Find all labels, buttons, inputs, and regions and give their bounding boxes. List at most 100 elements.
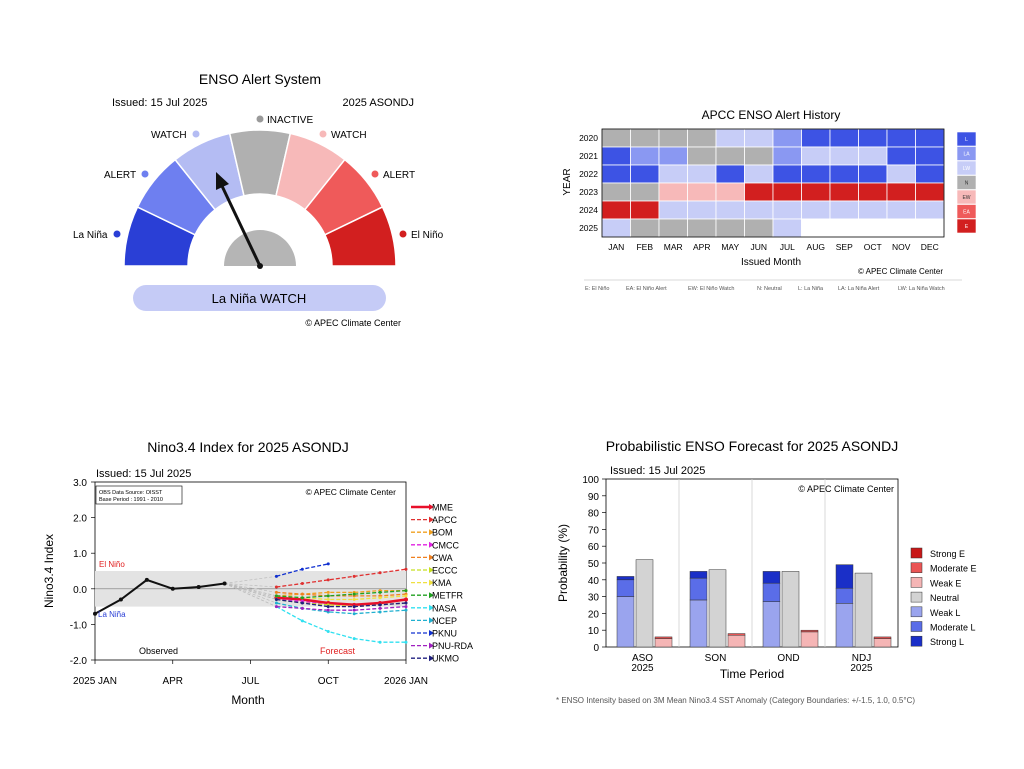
year-label: 2023 (579, 187, 598, 197)
history-cell (601, 146, 631, 166)
prob-legend: Strong E Moderate E Weak E Neutral Weak L Mod… (910, 547, 977, 647)
series-point (300, 567, 304, 571)
bar-la-nina-strong (835, 564, 854, 589)
bar-el-nino-moderate (800, 629, 819, 633)
series-line-apcc (276, 568, 407, 588)
prob-footnote: * ENSO Intensity based on 3M Mean Nino3.… (556, 696, 915, 705)
history-cell (772, 128, 802, 148)
history-legend-label: E (965, 224, 969, 230)
bar-neutral (708, 569, 727, 648)
gauge-issued: Issued: 15 Jul 2025 (112, 97, 207, 109)
history-cell (687, 218, 717, 238)
nino-legend-label: PKNU (432, 629, 457, 639)
series-line-nasa (276, 606, 406, 643)
history-cell (915, 128, 945, 148)
bar-la-nina-strong (616, 576, 635, 581)
nino-info-box (95, 485, 183, 505)
nino-ytick-label: 1.0 (73, 549, 87, 560)
gauge-hub (224, 230, 296, 266)
nino-legend-arrow (429, 655, 434, 662)
watch-right-dot (319, 130, 327, 138)
history-cell (772, 146, 802, 166)
history-cell (744, 128, 774, 148)
series-point (326, 597, 330, 601)
nino-xtick-label: OCT (318, 676, 339, 687)
prob-legend-swatch (910, 577, 923, 588)
series-point (352, 605, 356, 609)
prob-ytick-label: 100 (582, 475, 599, 486)
history-legend-swatch (956, 189, 977, 205)
nino-legend-label: METFR (432, 591, 463, 601)
prob-category-year: 2025 (631, 663, 654, 674)
series-point (404, 594, 408, 598)
nino-legend-arrow (429, 529, 434, 536)
bar-neutral (781, 571, 800, 648)
history-cell (801, 128, 831, 148)
history-cell (915, 200, 945, 220)
el-nino-zone-label: El Niño (99, 560, 125, 569)
history-legend-label: EA (963, 210, 970, 216)
forecast-fan (224, 575, 277, 607)
year-label: 2025 (579, 223, 598, 233)
history-grid (601, 128, 945, 238)
nino-x-ticks: 2025 JAN APR JUL OCT 2026 JAN (73, 660, 428, 687)
series-point (352, 597, 356, 601)
nino-ytick-label: -2.0 (70, 656, 88, 667)
series-point (274, 601, 278, 605)
nino-legend-arrow (429, 617, 434, 624)
history-footnote-item: EW: El Niño Watch (688, 286, 734, 292)
observed-point (196, 585, 201, 590)
history-cell (715, 164, 745, 184)
history-cell (744, 182, 774, 202)
bar-neutral (854, 572, 873, 648)
prob-ytick-label: 60 (588, 542, 600, 553)
bar-la-nina-moderate (762, 582, 781, 602)
prob-ytick-label: 70 (588, 525, 600, 536)
year-label: 2021 (579, 151, 598, 161)
observed-point (222, 581, 227, 586)
prob-ytick-label: 40 (588, 576, 600, 587)
history-cell (829, 200, 859, 220)
nino-legend-label: ECCC (432, 566, 458, 576)
series-line-ncep (276, 602, 407, 615)
history-xlabel: Issued Month (741, 257, 801, 268)
history-cell (630, 164, 660, 184)
la-nina-zone-label: La Niña (98, 610, 126, 619)
bar-el-nino-moderate (654, 636, 673, 639)
forecast-label: Forecast (320, 646, 356, 656)
history-cell (858, 164, 888, 184)
series-point (378, 590, 382, 594)
nino-series (274, 562, 408, 644)
history-cell (915, 182, 945, 202)
el-nino-dot (399, 230, 407, 238)
nino-legend-arrow (429, 541, 434, 548)
history-cell (601, 128, 631, 148)
observed-label: Observed (139, 646, 178, 656)
forecast-connector (224, 583, 277, 600)
bar-la-nina-moderate (689, 577, 708, 601)
history-cell (801, 182, 831, 202)
la-nina-dot (113, 230, 121, 238)
history-year-labels: 2020 2021 2022 2023 2024 2025 (579, 133, 598, 233)
history-cell (829, 218, 859, 238)
history-panel: APCC ENSO Alert History YEAR 20202021202… (562, 108, 977, 292)
series-line-mme (276, 596, 407, 607)
series-point (274, 574, 278, 578)
history-footnote-item: EA: El Niño Alert (626, 286, 667, 292)
forecast-connector (224, 583, 277, 604)
history-cell (744, 164, 774, 184)
prob-category-label: ASO (632, 653, 653, 664)
label-alert-right: ALERT (383, 170, 415, 181)
prob-legend-swatch (910, 635, 923, 647)
bar-la-nina-weak (835, 603, 854, 648)
history-legend: L LA LW N EW EA E (956, 131, 977, 234)
prob-category-label: NDJ (852, 653, 871, 664)
prob-category-year: 2025 (850, 663, 873, 674)
alert-left-dot (141, 170, 149, 178)
series-point (378, 603, 382, 607)
series-point (352, 608, 356, 612)
observed-point (170, 586, 175, 591)
bar-la-nina-weak (762, 601, 781, 648)
series-point (326, 608, 330, 612)
